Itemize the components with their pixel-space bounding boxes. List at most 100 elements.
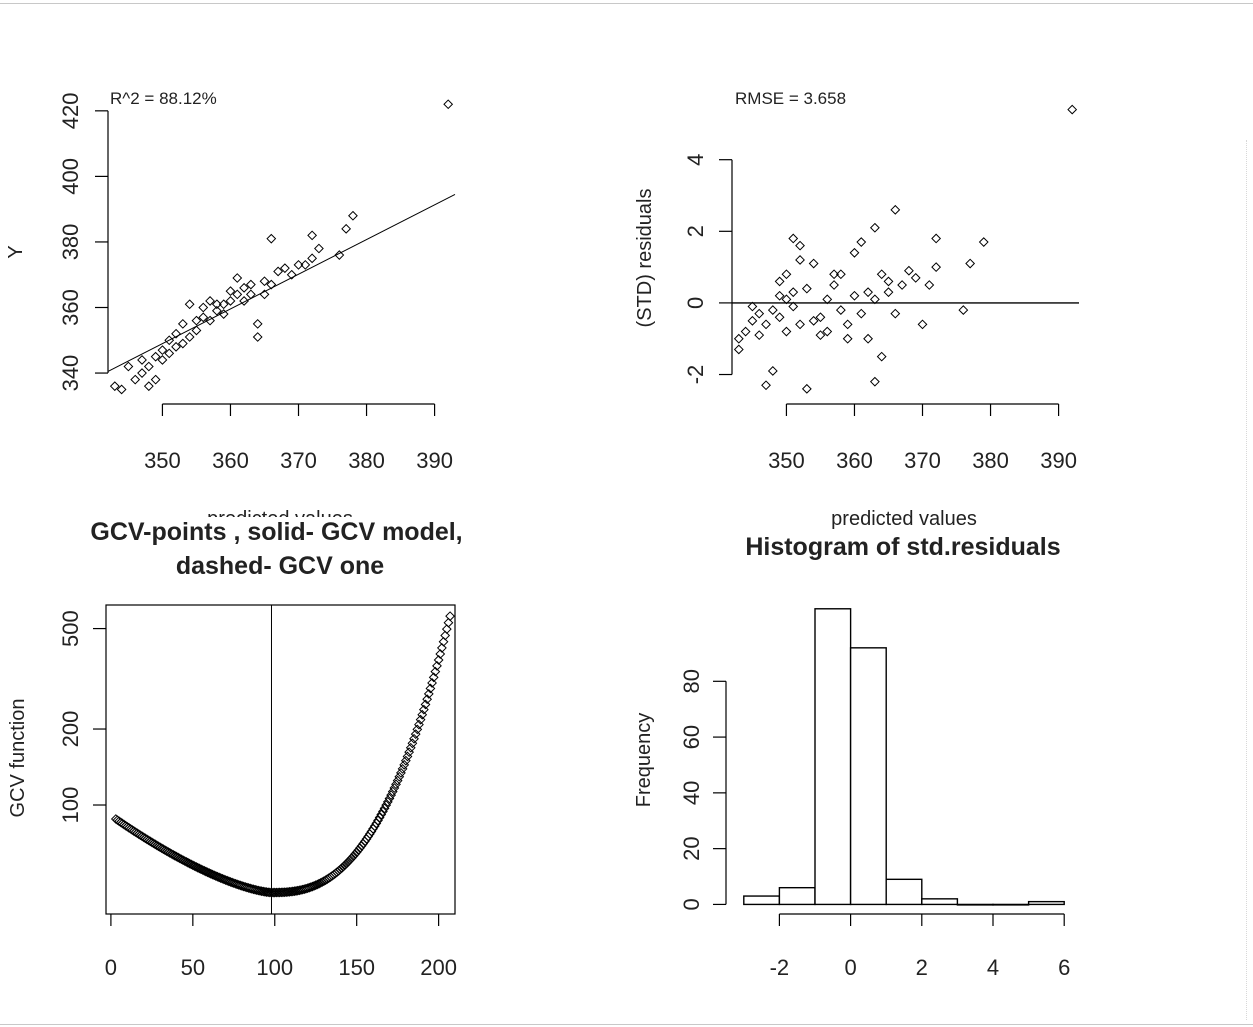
data-point	[801, 283, 812, 294]
data-point	[781, 326, 792, 337]
gcv-point	[204, 868, 215, 878]
gcv-point	[400, 755, 411, 766]
data-point	[164, 335, 175, 346]
data-point	[109, 381, 120, 392]
gcv-point	[215, 873, 226, 883]
x-tick-label: -2	[770, 955, 790, 980]
histogram-bar	[992, 903, 1030, 906]
data-point	[747, 315, 758, 326]
p3-ylabel: GCV function	[7, 699, 29, 818]
gcv-point	[351, 847, 362, 858]
data-point	[740, 326, 751, 337]
gcv-point	[199, 865, 210, 876]
gcv-point	[353, 845, 364, 856]
gcv-point	[373, 815, 383, 826]
histogram-bar	[778, 886, 816, 906]
gcv-point	[207, 869, 218, 880]
gcv-point	[418, 704, 429, 715]
plot-frame	[105, 604, 456, 915]
gcv-point	[197, 865, 208, 875]
gcv-point	[386, 790, 397, 800]
data-point	[883, 287, 894, 298]
histogram-bar	[885, 878, 923, 906]
gcv-point	[237, 881, 247, 891]
y-tick-label: 500	[58, 610, 83, 647]
gcv-point	[191, 861, 202, 872]
y-tick-label: 420	[58, 92, 83, 129]
x-tick-label: 6	[1058, 955, 1070, 980]
y-tick-label: 2	[683, 225, 708, 237]
gcv-point	[242, 882, 252, 893]
gcv-point	[381, 800, 392, 811]
gcv-point	[430, 666, 441, 677]
data-point	[897, 280, 908, 290]
gcv-point	[384, 793, 395, 804]
gcv-point	[355, 843, 365, 853]
x-tick-label: 390	[416, 448, 453, 473]
gcv-point	[227, 877, 238, 888]
data-point	[788, 301, 799, 312]
gcv-point	[222, 875, 233, 886]
data-point	[348, 210, 358, 221]
gcv-point	[397, 763, 408, 774]
data-point	[876, 351, 887, 362]
data-point	[958, 305, 969, 315]
data-point	[211, 305, 222, 316]
data-point	[856, 237, 867, 247]
gcv-point	[410, 729, 421, 740]
gcv-point	[192, 862, 203, 873]
data-point	[883, 276, 894, 287]
y-tick-label: 60	[679, 725, 704, 749]
data-point	[232, 273, 243, 283]
x-tick-label: 360	[212, 448, 249, 473]
gcv-point	[422, 694, 433, 705]
data-point	[774, 276, 785, 287]
gcv-point	[348, 851, 359, 862]
y-tick-label: 200	[58, 711, 83, 748]
gcv-point	[377, 806, 388, 817]
y-tick-label: 360	[58, 289, 83, 326]
gcv-point	[268, 887, 279, 898]
data-point	[801, 383, 812, 394]
data-point	[307, 253, 318, 264]
data-point	[307, 230, 318, 241]
gcv-point	[399, 759, 410, 770]
data-point	[781, 269, 792, 280]
y-tick-label: 80	[679, 669, 704, 693]
data-point	[808, 315, 819, 326]
gcv-point	[225, 877, 236, 887]
gcv-point	[223, 876, 234, 887]
data-point	[252, 318, 263, 329]
data-point	[890, 308, 901, 319]
gcv-point	[387, 786, 398, 797]
data-point	[239, 296, 249, 306]
y-tick-label: 40	[679, 781, 704, 805]
gcv-point	[209, 870, 220, 881]
fit-line	[107, 193, 456, 372]
gcv-point	[396, 767, 406, 778]
data-point	[761, 319, 771, 330]
gcv-point	[214, 872, 224, 883]
y-tick-label: 380	[58, 224, 83, 261]
p2-xlabel: predicted values	[831, 508, 977, 530]
data-point	[286, 269, 297, 280]
data-point	[808, 258, 819, 269]
data-point	[815, 330, 826, 341]
gcv-point	[443, 617, 454, 628]
gcv-point	[389, 783, 400, 793]
p3-title-line2: dashed- GCV one	[176, 552, 384, 580]
gcv-point	[441, 624, 452, 635]
panel-residuals: 350 360 370 380 390 -2 0 2 4	[683, 104, 1079, 473]
data-point	[965, 258, 976, 269]
data-point	[931, 233, 942, 244]
gcv-point	[305, 882, 316, 893]
y-tick-label: 100	[58, 787, 83, 824]
data-point	[863, 333, 873, 344]
data-point	[143, 381, 154, 392]
data-point	[788, 233, 799, 244]
gcv-point	[314, 878, 324, 889]
gcv-point	[374, 812, 385, 823]
y-tick-label: 0	[683, 297, 708, 309]
data-point	[767, 305, 778, 315]
